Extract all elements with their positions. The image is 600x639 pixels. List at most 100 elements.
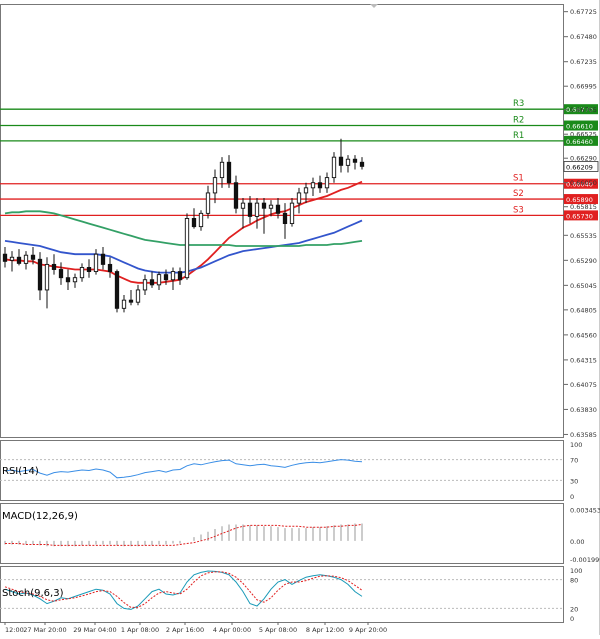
price-tick-label: 0.65815: [570, 203, 597, 211]
candle-body-bull: [296, 192, 302, 204]
stoch-label: Stoch(9,6,3): [2, 588, 64, 599]
candle-body-bull: [156, 274, 162, 286]
rsi-tick-label: 30: [570, 477, 578, 485]
level-price-box-s3: [564, 210, 598, 221]
level-price-box-r2: [564, 120, 598, 131]
candle-body-bear: [247, 202, 253, 217]
time-tick-label: 2 Apr 16:00: [166, 626, 204, 634]
candle-body-bull: [121, 299, 127, 309]
candle-body-bear: [359, 161, 365, 167]
candle-body-bull: [184, 218, 190, 279]
price-tick-label: 0.66525: [570, 131, 597, 139]
stoch-k-line: [4, 570, 363, 610]
time-tick-label: 8 Apr 12:00: [306, 626, 344, 634]
panel-frame-2: [0, 503, 564, 564]
price-tick-label: 0.63830: [570, 406, 597, 414]
candle-body-bull: [205, 192, 211, 214]
candle-body-bull: [9, 256, 15, 261]
candle-body-bull: [240, 202, 246, 209]
candle-body-bear: [51, 263, 57, 270]
level-price-box-r1: [564, 135, 598, 146]
macd-tick-label: 0.003453: [570, 506, 600, 514]
candle-body-bear: [30, 254, 36, 260]
moving-average-line-0: [4, 180, 363, 284]
level-price-label-r3: 0.66770: [566, 106, 593, 114]
price-tick-label: 0.66995: [570, 83, 597, 91]
time-tick-label: 9 Apr 20:00: [349, 626, 387, 634]
price-tick-label: 0.65290: [570, 257, 597, 265]
price-tick-label: 0.65535: [570, 232, 597, 240]
level-name-r1: R1: [513, 131, 524, 141]
price-tick-label: 0.66050: [570, 179, 597, 187]
candle-body-bear: [16, 256, 22, 264]
candle-body-bear: [163, 274, 169, 281]
candle-body-bull: [289, 202, 295, 225]
candle-body-bear: [317, 182, 323, 189]
candle-body-bull: [72, 277, 78, 283]
candle-body-bear: [282, 212, 288, 225]
price-tick-label: 0.64075: [570, 381, 597, 389]
level-name-r3: R3: [513, 99, 524, 109]
candle-body-bull: [170, 271, 176, 281]
candle-body-bear: [114, 271, 120, 309]
price-tick-label: 0.65045: [570, 282, 597, 290]
candle-body-bull: [331, 156, 337, 179]
candle-body-bear: [338, 156, 344, 166]
price-tick-label: 0.64560: [570, 331, 597, 339]
candle-body-bear: [352, 158, 358, 163]
rsi-line: [4, 459, 363, 479]
rsi-label: RSI(14): [2, 466, 39, 477]
last-price-box: [563, 161, 599, 172]
macd-label: MACD(12,26,9): [2, 511, 78, 522]
panel-frame-1: [0, 440, 564, 501]
candle-body-bear: [65, 277, 71, 283]
candle-body-bull: [310, 182, 316, 189]
candle-body-bull: [254, 202, 260, 217]
candle-body-bull: [219, 161, 225, 179]
time-tick-label: 4 Apr 00:00: [213, 626, 251, 634]
stoch-tick-label: 20: [570, 605, 578, 613]
level-name-r2: R2: [513, 116, 524, 126]
price-tick-label: 0.64315: [570, 356, 597, 364]
rsi-tick-label: 70: [570, 457, 578, 465]
candle-body-bear: [275, 204, 281, 214]
price-tick-label: 0.63585: [570, 431, 597, 439]
candle-body-bear: [2, 253, 8, 262]
candle-body-bull: [303, 187, 309, 194]
price-tick-label: 0.67725: [570, 8, 597, 16]
level-price-label-s2: 0.65890: [566, 196, 593, 204]
candle-body-bear: [107, 263, 113, 273]
candle-body-bull: [135, 289, 141, 303]
level-price-box-s2: [564, 194, 598, 205]
moving-average-line-2: [4, 210, 363, 247]
level-price-label-r1: 0.66460: [566, 138, 593, 146]
time-tick-label: 1 Apr 08:00: [121, 626, 159, 634]
level-name-s3: S3: [513, 205, 524, 215]
price-tick-label: 0.67480: [570, 33, 597, 41]
candle-body-bear: [149, 279, 155, 286]
candle-body-bear: [191, 218, 197, 228]
level-price-label-s3: 0.65730: [566, 212, 593, 220]
panel-frame-3: [0, 566, 564, 623]
candle-body-bull: [212, 177, 218, 194]
level-price-label-s1: 0.66040: [566, 181, 593, 189]
time-tick-label: 12:00: [5, 626, 24, 634]
level-price-box-r3: [564, 104, 598, 115]
stoch-tick-label: 100: [570, 567, 582, 575]
candle-body-bear: [100, 253, 106, 265]
candle-body-bear: [128, 299, 134, 303]
candle-body-bear: [226, 161, 232, 184]
time-tick-label: 29 Mar 04:00: [73, 626, 116, 634]
rsi-tick-label: 100: [570, 441, 582, 449]
time-tick-label: 27 Mar 20:00: [23, 626, 66, 634]
candle-body-bull: [268, 204, 274, 209]
candle-body-bull: [93, 253, 99, 273]
candle-body-bull: [198, 212, 204, 228]
candle-body-bull: [345, 158, 351, 166]
candle-body-bear: [37, 258, 43, 291]
candle-body-bear: [177, 271, 183, 281]
candle-body-bull: [142, 279, 148, 291]
macd-signal-line: [5, 524, 363, 546]
